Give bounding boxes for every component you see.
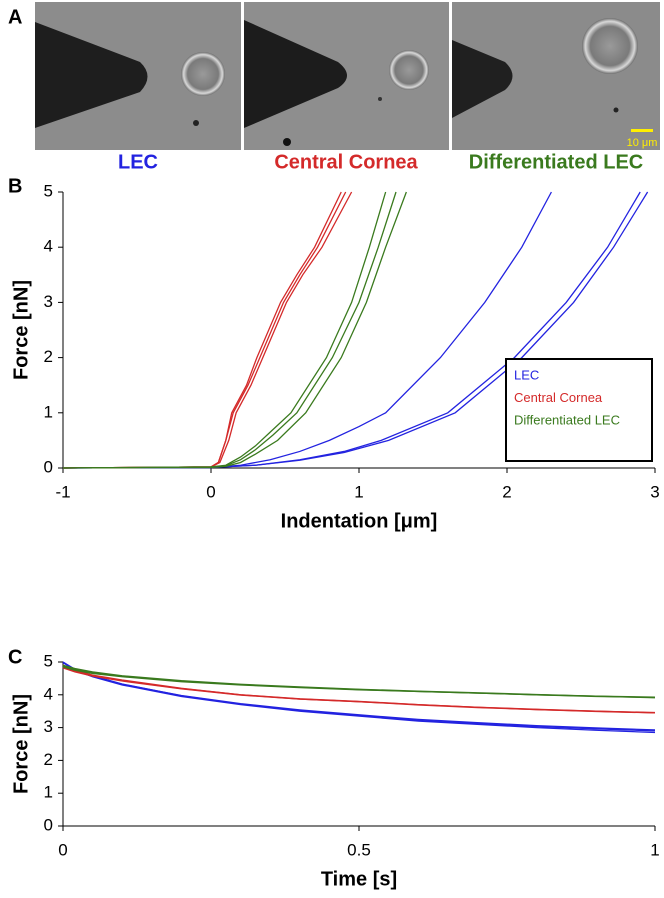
image-caption: LEC [118,151,158,173]
curve [62,191,387,469]
x-tick-label: 1 [354,482,363,501]
y-axis-title: Force [nN] [10,280,32,380]
cell [181,52,225,96]
debris [378,97,382,101]
debris [283,138,291,146]
curve [62,664,656,698]
scale-bar [631,129,653,132]
curve [62,662,656,731]
x-tick-label: -1 [55,482,70,501]
x-tick-label: 0 [206,482,215,501]
x-tick-label: 1 [650,840,659,859]
panel-label: C [8,646,22,668]
scale-bar-label: 10 μm [627,137,658,149]
curve [62,191,407,469]
panel-label: B [8,175,22,197]
x-axis-title: Time [s] [321,868,397,890]
x-tick-label: 0 [58,840,67,859]
y-tick-label: 1 [44,783,53,802]
y-tick-label: 2 [44,347,53,366]
curve [62,191,552,469]
legend-entry: Central Cornea [514,390,603,405]
panel-label: A [8,6,22,28]
curve [62,661,656,734]
image-caption: Differentiated LEC [469,151,643,173]
x-axis-title: Indentation [μm] [281,510,438,532]
y-tick-label: 1 [44,402,53,421]
curve [62,661,656,732]
y-tick-label: 2 [44,750,53,769]
y-tick-label: 0 [44,457,53,476]
x-tick-label: 0.5 [347,840,371,859]
curve [62,666,656,699]
y-tick-label: 3 [44,717,53,736]
legend-box [505,358,653,462]
y-axis-title: Force [nN] [10,694,32,794]
curve [62,191,347,469]
legend-entry: LEC [514,367,539,382]
cantilever [452,40,513,118]
y-tick-label: 3 [44,292,53,311]
legend-entry: Differentiated LEC [514,412,620,427]
cantilever [35,22,148,128]
y-tick-label: 4 [44,237,53,256]
x-tick-label: 2 [502,482,511,501]
cell [389,50,429,90]
y-tick-label: 0 [44,815,53,834]
curve [62,191,353,469]
curve [62,191,649,469]
cantilever [244,20,347,128]
x-tick-label: 3 [650,482,659,501]
panel-a-images: 10 μm [35,2,660,150]
debris [193,120,199,126]
curve [62,665,656,699]
curve [62,667,656,714]
curve [62,191,342,469]
image-caption: Central Cornea [274,151,418,173]
y-tick-label: 5 [44,181,53,200]
y-tick-label: 5 [44,651,53,670]
debris [613,107,619,113]
cell [582,18,638,74]
y-tick-label: 4 [44,684,53,703]
